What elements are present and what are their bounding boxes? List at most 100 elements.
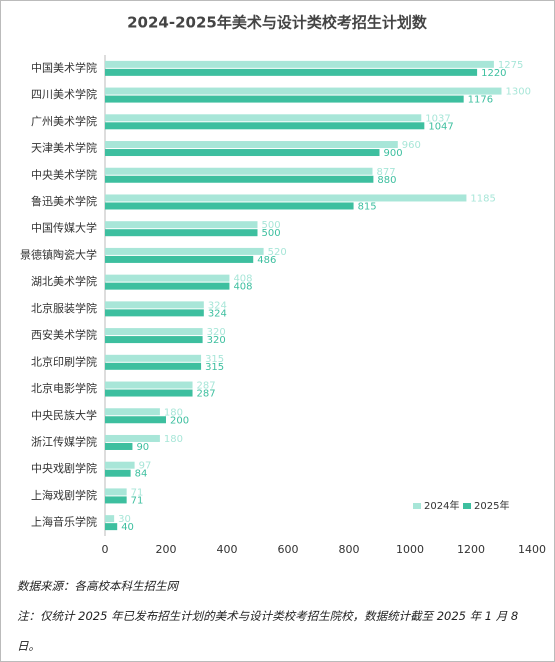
bar bbox=[105, 301, 204, 309]
value-label: 1037 bbox=[425, 113, 450, 124]
bar bbox=[105, 141, 398, 149]
bar bbox=[105, 496, 127, 504]
value-label: 90 bbox=[136, 442, 149, 453]
y-tick-label: 天津美术学院 bbox=[31, 141, 97, 155]
value-label: 877 bbox=[376, 167, 395, 178]
y-tick-label: 西安美术学院 bbox=[31, 328, 97, 342]
value-label: 1275 bbox=[498, 60, 523, 71]
bar bbox=[105, 68, 478, 76]
value-label: 1300 bbox=[506, 87, 531, 98]
note: 注：仅统计 2025 年已发布招生计划的美术与设计类校考招生院校，数据统计截至 … bbox=[17, 609, 519, 653]
value-label: 180 bbox=[164, 407, 183, 418]
chart: 2024-2025年美术与设计类校考招生计划数 0 200 400 600 800 100… bbox=[20, 14, 546, 557]
bar bbox=[105, 274, 230, 282]
value-label: 408 bbox=[233, 274, 252, 285]
value-label: 1185 bbox=[470, 193, 495, 204]
y-tick-label: 上海戏剧学院 bbox=[31, 488, 97, 502]
value-label: 900 bbox=[384, 148, 403, 159]
bar bbox=[105, 442, 133, 450]
bar bbox=[105, 469, 131, 477]
bar bbox=[105, 328, 203, 336]
y-tick-label: 北京印刷学院 bbox=[31, 354, 97, 368]
bar bbox=[105, 149, 380, 157]
y-tick-label: 中国传媒大学 bbox=[31, 221, 97, 235]
bar bbox=[105, 95, 464, 103]
y-tick-label: 鲁迅美术学院 bbox=[31, 194, 97, 208]
bar bbox=[105, 255, 254, 263]
y-tick-label: 景德镇陶瓷大学 bbox=[20, 247, 97, 261]
legend-label: 2025年 bbox=[474, 499, 509, 512]
y-tick-label: 上海音乐学院 bbox=[31, 515, 97, 529]
value-label: 1047 bbox=[428, 121, 453, 132]
x-tick-label: 600 bbox=[278, 543, 299, 556]
value-label: 486 bbox=[257, 255, 276, 266]
value-label: 880 bbox=[377, 175, 396, 186]
x-tick-label: 0 bbox=[102, 543, 109, 556]
x-tick-label: 1000 bbox=[396, 543, 424, 556]
bar bbox=[105, 354, 202, 362]
y-tick-label: 中央戏剧学院 bbox=[31, 461, 97, 475]
value-label: 324 bbox=[208, 308, 227, 319]
y-tick-label: 北京服装学院 bbox=[31, 301, 97, 315]
legend-swatch bbox=[413, 503, 421, 509]
value-label: 815 bbox=[358, 201, 377, 212]
bar bbox=[105, 229, 258, 237]
y-tick-label: 四川美术学院 bbox=[31, 87, 97, 101]
y-tick-label: 中央美术学院 bbox=[31, 167, 97, 181]
bar bbox=[105, 194, 467, 202]
bar bbox=[105, 202, 354, 210]
bar bbox=[105, 122, 425, 130]
legend-swatch bbox=[463, 503, 471, 509]
y-tick-label: 浙江传媒学院 bbox=[31, 434, 97, 448]
bar bbox=[105, 523, 118, 531]
y-tick-label: 中国美术学院 bbox=[31, 60, 97, 74]
bar bbox=[105, 87, 502, 95]
bar bbox=[105, 282, 230, 290]
bar bbox=[105, 488, 127, 496]
x-tick-label: 800 bbox=[339, 543, 360, 556]
value-label: 500 bbox=[262, 228, 281, 239]
bar bbox=[105, 434, 160, 442]
y-tick-label: 北京电影学院 bbox=[31, 381, 97, 395]
value-label: 1220 bbox=[481, 68, 506, 79]
value-label: 320 bbox=[207, 327, 226, 338]
value-label: 324 bbox=[208, 300, 227, 311]
value-label: 408 bbox=[233, 282, 252, 293]
bar bbox=[105, 114, 422, 122]
bar bbox=[105, 175, 374, 183]
chart-title: 2024-2025年美术与设计类校考招生计划数 bbox=[127, 14, 428, 32]
bar bbox=[105, 381, 193, 389]
source: 数据来源：各高校本科生招生网 bbox=[17, 579, 178, 593]
x-tick-label: 1400 bbox=[518, 543, 546, 556]
value-label: 180 bbox=[164, 434, 183, 445]
value-label: 71 bbox=[131, 487, 144, 498]
value-label: 84 bbox=[135, 469, 148, 480]
value-label: 71 bbox=[131, 495, 144, 506]
value-label: 500 bbox=[262, 220, 281, 231]
bar bbox=[105, 309, 204, 317]
value-label: 960 bbox=[402, 140, 421, 151]
bar bbox=[105, 389, 193, 397]
x-tick-label: 400 bbox=[217, 543, 238, 556]
bar bbox=[105, 60, 494, 68]
x-tick-label: 1200 bbox=[457, 543, 485, 556]
bar bbox=[105, 408, 160, 416]
value-label: 287 bbox=[197, 389, 216, 400]
value-label: 97 bbox=[139, 461, 152, 472]
footer: 数据来源：各高校本科生招生网 注：仅统计 2025 年已发布招生计划的美术与设计… bbox=[17, 571, 537, 661]
value-label: 315 bbox=[205, 362, 224, 373]
value-label: 200 bbox=[170, 415, 189, 426]
value-label: 40 bbox=[121, 522, 134, 533]
legend-label: 2024年 bbox=[424, 499, 459, 512]
value-label: 315 bbox=[205, 354, 224, 365]
bar bbox=[105, 247, 264, 255]
bar bbox=[105, 461, 135, 469]
value-label: 287 bbox=[197, 381, 216, 392]
y-tick-label: 广州美术学院 bbox=[31, 114, 97, 128]
bar bbox=[105, 416, 166, 424]
value-label: 520 bbox=[268, 247, 287, 258]
x-tick-label: 200 bbox=[156, 543, 177, 556]
y-tick-label: 湖北美术学院 bbox=[31, 274, 97, 288]
bar bbox=[105, 362, 202, 370]
